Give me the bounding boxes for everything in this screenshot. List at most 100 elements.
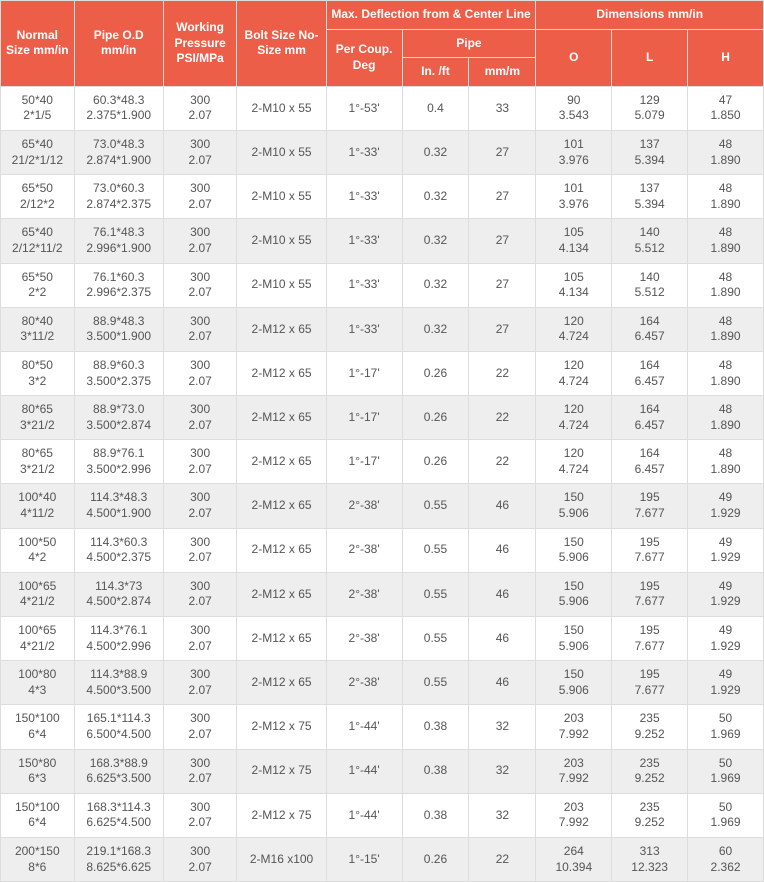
- cell-dim-o: 1505.906: [536, 484, 612, 528]
- table-header: Normal Size mm/in Pipe O.D mm/in Working…: [1, 1, 764, 87]
- cell-working-pressure: 3002.07: [163, 572, 237, 616]
- cell-mm-m: 32: [469, 749, 536, 793]
- cell-in-ft: 0.32: [402, 175, 469, 219]
- cell-bolt-size: 2-M12 x 65: [237, 528, 326, 572]
- cell-dim-h: 481.890: [688, 351, 764, 395]
- cell-in-ft: 0.38: [402, 705, 469, 749]
- cell-bolt-size: 2-M12 x 65: [237, 661, 326, 705]
- cell-bolt-size: 2-M10 x 55: [237, 219, 326, 263]
- cell-normal-size: 100*654*21/2: [1, 572, 75, 616]
- cell-bolt-size: 2-M12 x 65: [237, 617, 326, 661]
- cell-dim-o: 1505.906: [536, 661, 612, 705]
- table-row: 80*403*11/288.9*48.33.500*1.9003002.072-…: [1, 307, 764, 351]
- cell-dim-o: 1013.976: [536, 130, 612, 174]
- cell-dim-h: 602.362: [688, 837, 764, 881]
- cell-mm-m: 46: [469, 528, 536, 572]
- cell-mm-m: 22: [469, 837, 536, 881]
- cell-pipe-od: 88.9*76.13.500*2.996: [74, 440, 163, 484]
- cell-mm-m: 46: [469, 484, 536, 528]
- cell-bolt-size: 2-M12 x 65: [237, 307, 326, 351]
- cell-dim-l: 1957.677: [612, 617, 688, 661]
- cell-mm-m: 27: [469, 130, 536, 174]
- cell-in-ft: 0.55: [402, 484, 469, 528]
- table-row: 100*504*2114.3*60.34.500*2.3753002.072-M…: [1, 528, 764, 572]
- cell-dim-h: 491.929: [688, 572, 764, 616]
- cell-dim-o: 1054.134: [536, 263, 612, 307]
- cell-in-ft: 0.55: [402, 661, 469, 705]
- cell-working-pressure: 3002.07: [163, 440, 237, 484]
- cell-pipe-od: 76.1*60.32.996*2.375: [74, 263, 163, 307]
- table-body: 50*402*1/560.3*48.32.375*1.9003002.072-M…: [1, 86, 764, 881]
- cell-bolt-size: 2-M12 x 65: [237, 396, 326, 440]
- cell-per-coup-deg: 1°-44': [326, 705, 402, 749]
- table-row: 100*804*3114.3*88.94.500*3.5003002.072-M…: [1, 661, 764, 705]
- table-row: 65*502*276.1*60.32.996*2.3753002.072-M10…: [1, 263, 764, 307]
- cell-bolt-size: 2-M10 x 55: [237, 86, 326, 130]
- cell-bolt-size: 2-M12 x 65: [237, 351, 326, 395]
- cell-normal-size: 80*503*2: [1, 351, 75, 395]
- header-mm-m: mm/m: [469, 58, 536, 87]
- cell-pipe-od: 114.3*48.34.500*1.900: [74, 484, 163, 528]
- cell-pipe-od: 88.9*73.03.500*2.874: [74, 396, 163, 440]
- cell-per-coup-deg: 1°-53': [326, 86, 402, 130]
- cell-mm-m: 32: [469, 705, 536, 749]
- cell-normal-size: 65*502/12*2: [1, 175, 75, 219]
- cell-bolt-size: 2-M10 x 55: [237, 175, 326, 219]
- cell-dim-l: 1646.457: [612, 440, 688, 484]
- cell-in-ft: 0.26: [402, 351, 469, 395]
- cell-per-coup-deg: 2°-38': [326, 617, 402, 661]
- cell-normal-size: 100*504*2: [1, 528, 75, 572]
- cell-mm-m: 46: [469, 661, 536, 705]
- cell-per-coup-deg: 1°-33': [326, 307, 402, 351]
- cell-in-ft: 0.26: [402, 440, 469, 484]
- cell-working-pressure: 3002.07: [163, 86, 237, 130]
- cell-in-ft: 0.55: [402, 572, 469, 616]
- cell-pipe-od: 114.3*76.14.500*2.996: [74, 617, 163, 661]
- header-pipe-od: Pipe O.D mm/in: [74, 1, 163, 87]
- cell-dim-h: 501.969: [688, 749, 764, 793]
- cell-dim-l: 1957.677: [612, 528, 688, 572]
- cell-working-pressure: 3002.07: [163, 749, 237, 793]
- cell-pipe-od: 60.3*48.32.375*1.900: [74, 86, 163, 130]
- cell-normal-size: 100*404*11/2: [1, 484, 75, 528]
- cell-dim-l: 1957.677: [612, 572, 688, 616]
- cell-dim-o: 1505.906: [536, 617, 612, 661]
- cell-dim-h: 491.929: [688, 617, 764, 661]
- cell-in-ft: 0.4: [402, 86, 469, 130]
- cell-dim-o: 1054.134: [536, 219, 612, 263]
- cell-dim-l: 1957.677: [612, 661, 688, 705]
- header-o: O: [536, 29, 612, 86]
- cell-normal-size: 150*806*3: [1, 749, 75, 793]
- cell-working-pressure: 3002.07: [163, 528, 237, 572]
- cell-per-coup-deg: 1°-17': [326, 440, 402, 484]
- table-row: 100*654*21/2114.3*734.500*2.8743002.072-…: [1, 572, 764, 616]
- cell-bolt-size: 2-M10 x 55: [237, 263, 326, 307]
- cell-dim-h: 481.890: [688, 263, 764, 307]
- cell-per-coup-deg: 1°-33': [326, 219, 402, 263]
- cell-bolt-size: 2-M10 x 55: [237, 130, 326, 174]
- cell-normal-size: 100*654*21/2: [1, 617, 75, 661]
- cell-per-coup-deg: 2°-38': [326, 528, 402, 572]
- cell-dim-h: 481.890: [688, 175, 764, 219]
- cell-working-pressure: 3002.07: [163, 175, 237, 219]
- cell-normal-size: 150*1006*4: [1, 793, 75, 837]
- cell-in-ft: 0.55: [402, 528, 469, 572]
- cell-mm-m: 27: [469, 307, 536, 351]
- cell-per-coup-deg: 1°-17': [326, 351, 402, 395]
- cell-dim-l: 1646.457: [612, 307, 688, 351]
- cell-dim-l: 1957.677: [612, 484, 688, 528]
- cell-dim-h: 481.890: [688, 440, 764, 484]
- cell-mm-m: 22: [469, 396, 536, 440]
- cell-pipe-od: 165.1*114.36.500*4.500: [74, 705, 163, 749]
- cell-mm-m: 22: [469, 351, 536, 395]
- table-row: 150*806*3168.3*88.96.625*3.5003002.072-M…: [1, 749, 764, 793]
- cell-pipe-od: 114.3*60.34.500*2.375: [74, 528, 163, 572]
- header-normal-size: Normal Size mm/in: [1, 1, 75, 87]
- cell-mm-m: 46: [469, 617, 536, 661]
- cell-working-pressure: 3002.07: [163, 705, 237, 749]
- cell-pipe-od: 168.3*114.36.625*4.500: [74, 793, 163, 837]
- header-bolt-size: Bolt Size No-Size mm: [237, 1, 326, 87]
- table-row: 50*402*1/560.3*48.32.375*1.9003002.072-M…: [1, 86, 764, 130]
- cell-dim-l: 1646.457: [612, 351, 688, 395]
- cell-normal-size: 80*653*21/2: [1, 396, 75, 440]
